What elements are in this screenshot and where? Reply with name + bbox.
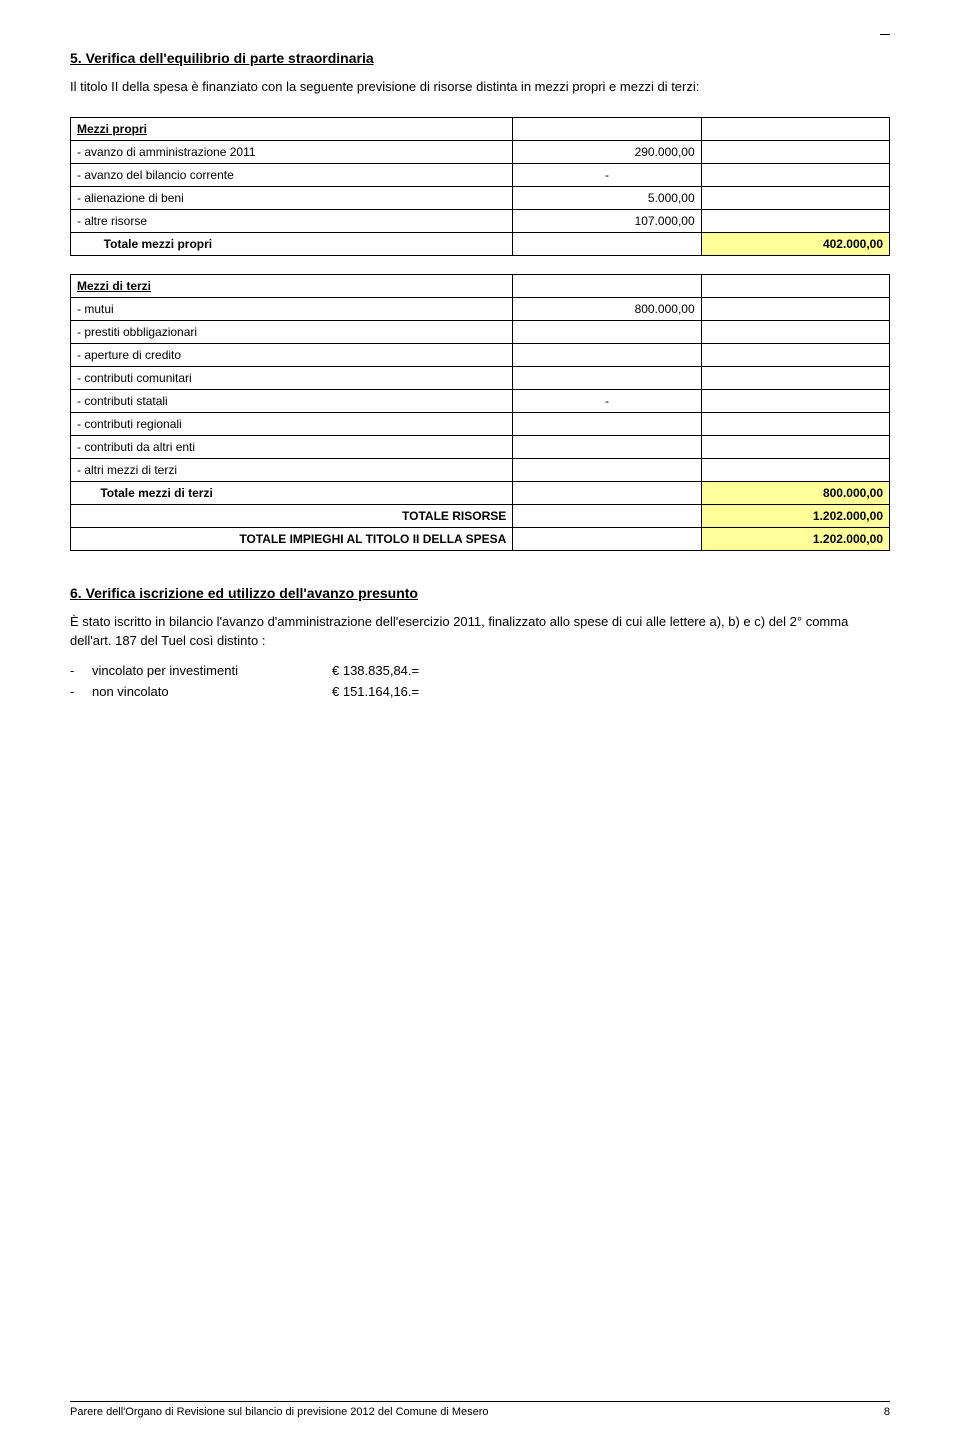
table-row-value: 290.000,00 <box>513 140 701 163</box>
table1-total-value: 402.000,00 <box>701 232 889 255</box>
table1-total-blank <box>513 232 701 255</box>
table-row-label: - altre risorse <box>71 209 513 232</box>
table-row-label: - contributi statali <box>71 389 513 412</box>
table2-total-blank <box>513 504 701 527</box>
table-row-value: - <box>513 389 701 412</box>
table-row-label: - contributi regionali <box>71 412 513 435</box>
table1-cell <box>701 117 889 140</box>
table-row-label: - contributi comunitari <box>71 366 513 389</box>
table-row-label: - alienazione di beni <box>71 186 513 209</box>
top-rule <box>880 34 890 35</box>
table2-total-value: 1.202.000,00 <box>701 527 889 550</box>
table-row-blank <box>701 389 889 412</box>
table-row-blank <box>701 140 889 163</box>
table-row-blank <box>701 412 889 435</box>
table-row-value: - <box>513 163 701 186</box>
table2-total-blank <box>513 481 701 504</box>
table-row-value: 5.000,00 <box>513 186 701 209</box>
bullet-label: vincolato per investimenti <box>92 663 332 678</box>
table1-header: Mezzi propri <box>71 117 513 140</box>
table-row-value <box>513 320 701 343</box>
table2-total-blank <box>513 527 701 550</box>
table-row-label: - prestiti obbligazionari <box>71 320 513 343</box>
table-row-blank <box>701 343 889 366</box>
footer-text: Parere dell'Organo di Revisione sul bila… <box>70 1406 489 1418</box>
table-row-blank <box>701 186 889 209</box>
table2-total-label: Totale mezzi di terzi <box>71 481 513 504</box>
table2-header: Mezzi di terzi <box>71 274 513 297</box>
table2-total-value: 800.000,00 <box>701 481 889 504</box>
table-row-value <box>513 435 701 458</box>
table-row-label: - avanzo di amministrazione 2011 <box>71 140 513 163</box>
bullet-value: € 151.164,16.= <box>332 684 419 699</box>
table1-cell <box>513 117 701 140</box>
table2-total-label: TOTALE RISORSE <box>71 504 513 527</box>
table-row-blank <box>701 366 889 389</box>
table-row-value <box>513 343 701 366</box>
footer-page-number: 8 <box>884 1406 890 1418</box>
table-row-blank <box>701 297 889 320</box>
table-row-label: - aperture di credito <box>71 343 513 366</box>
table2-cell <box>701 274 889 297</box>
table2-cell <box>513 274 701 297</box>
table-mezzi-propri: Mezzi propri - avanzo di amministrazione… <box>70 117 890 256</box>
list-item: - non vincolato € 151.164,16.= <box>70 684 890 699</box>
bullet-value: € 138.835,84.= <box>332 663 419 678</box>
table-row-blank <box>701 458 889 481</box>
table-row-value <box>513 366 701 389</box>
table-row-blank <box>701 435 889 458</box>
table-row-label: - avanzo del bilancio corrente <box>71 163 513 186</box>
table-row-value <box>513 458 701 481</box>
table-row-label: - contributi da altri enti <box>71 435 513 458</box>
table2-total-label: TOTALE IMPIEGHI AL TITOLO II DELLA SPESA <box>71 527 513 550</box>
bullet-dash: - <box>70 663 92 678</box>
section6-heading: 6. Verifica iscrizione ed utilizzo dell'… <box>70 585 890 601</box>
section5-intro: Il titolo II della spesa è finanziato co… <box>70 78 890 97</box>
bullet-dash: - <box>70 684 92 699</box>
list-item: - vincolato per investimenti € 138.835,8… <box>70 663 890 678</box>
bullet-label: non vincolato <box>92 684 332 699</box>
table-row-value <box>513 412 701 435</box>
page-footer: Parere dell'Organo di Revisione sul bila… <box>70 1401 890 1418</box>
section5-heading: 5. Verifica dell'equilibrio di parte str… <box>70 50 890 66</box>
table2-total-value: 1.202.000,00 <box>701 504 889 527</box>
table-row-value: 800.000,00 <box>513 297 701 320</box>
table-mezzi-di-terzi: Mezzi di terzi - mutui 800.000,00 - pres… <box>70 274 890 551</box>
table-row-label: - altri mezzi di terzi <box>71 458 513 481</box>
table-row-value: 107.000,00 <box>513 209 701 232</box>
table-row-label: - mutui <box>71 297 513 320</box>
table-row-blank <box>701 320 889 343</box>
table1-total-label: Totale mezzi propri <box>71 232 513 255</box>
table-row-blank <box>701 163 889 186</box>
table-row-blank <box>701 209 889 232</box>
section6-text: È stato iscritto in bilancio l'avanzo d'… <box>70 613 890 651</box>
